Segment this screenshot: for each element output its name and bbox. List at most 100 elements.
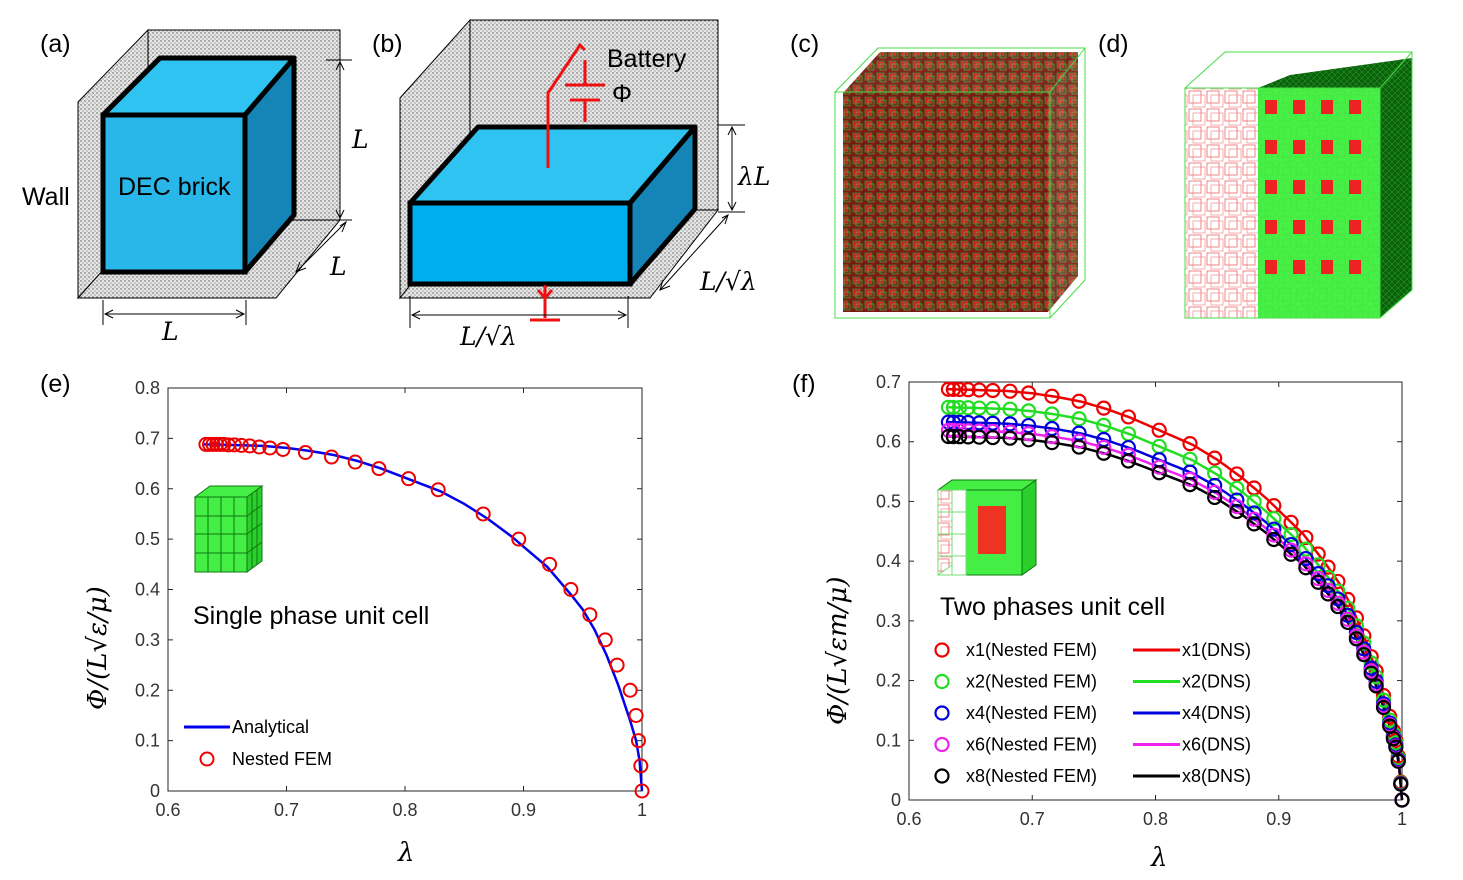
nested-fem-marker — [628, 707, 644, 723]
y-tick-label: 0.1 — [876, 730, 901, 750]
nested-fem-marker — [216, 436, 232, 452]
lattice-cube-front — [843, 93, 1048, 312]
x-tick-label: 0.9 — [1266, 809, 1291, 829]
panel-e: (e) 0.6 0.7 0.8 0.9 100.10.20.30.40.50.60.70… — [40, 370, 650, 868]
fem-marker-x2 — [1002, 401, 1018, 417]
fem-marker-x2 — [1246, 494, 1262, 510]
panel-d: (d) — [1098, 30, 1413, 319]
fem-marker-x8 — [1229, 503, 1245, 520]
nested-fem-marker — [297, 444, 313, 460]
fem-marker-x2 — [960, 400, 976, 416]
legend-nested-fem: Nested FEM — [232, 749, 332, 769]
fem-marker-x1 — [985, 382, 1001, 399]
dim-depth-b-label: L/√λ — [699, 267, 757, 296]
panel-label-e: (e) — [40, 370, 71, 398]
fem-marker-x6 — [1002, 424, 1018, 440]
dim-width-a — [102, 300, 247, 325]
nested-fem-marker — [563, 582, 579, 597]
panel-label-c: (c) — [790, 30, 819, 58]
y-tick-label: 0.7 — [876, 372, 901, 392]
fem-marker-x4 — [960, 414, 976, 431]
y-tick-label: 0.3 — [876, 611, 901, 631]
nested-fem-marker — [582, 607, 598, 623]
fem-marker-x8 — [1375, 699, 1392, 716]
phi-label: Φ — [612, 80, 632, 108]
legend-marker-nested-fem — [199, 751, 215, 767]
fem-marker-x8 — [1340, 614, 1356, 631]
legend-label: x4(Nested FEM) — [966, 703, 1097, 723]
y-tick-label: 0.7 — [135, 428, 160, 448]
y-tick-label: 0.1 — [135, 731, 160, 751]
nested-fem-marker — [609, 657, 625, 673]
fem-marker-x8 — [1390, 753, 1406, 769]
solid-cut-side — [1380, 58, 1412, 318]
lattice-cube-side — [1048, 52, 1078, 312]
fem-marker-x4 — [1020, 417, 1037, 434]
fem-marker-x4 — [1320, 578, 1336, 594]
fem-marker-x1 — [1020, 385, 1037, 401]
plot-e-ylabel: Φ/(L√ε/μ) — [83, 586, 113, 710]
nested-fem-marker — [597, 632, 613, 648]
plot-f-marks — [940, 381, 1410, 808]
solid-cut-top — [1258, 58, 1412, 88]
fem-marker-x6 — [1044, 428, 1060, 445]
bounding-box-c — [834, 47, 1086, 319]
fem-marker-x2 — [1229, 480, 1245, 496]
fem-marker-x8 — [1368, 678, 1384, 694]
red-inclusions — [1265, 100, 1361, 274]
x-tick-label: 0.8 — [392, 800, 417, 820]
fem-marker-x8 — [1071, 439, 1087, 455]
dim-height-a — [326, 59, 352, 221]
fem-marker-x8 — [1320, 586, 1336, 602]
dim-depth-a-label: L — [329, 252, 347, 281]
dim-height-b — [718, 124, 745, 213]
nested-fem-marker — [242, 438, 258, 454]
plot-f-annotation: Two phases unit cell — [940, 593, 1165, 621]
fem-marker-x8 — [1388, 739, 1404, 755]
legend-marker — [934, 673, 950, 690]
fem-marker-x6 — [1207, 484, 1223, 500]
fem-marker-x6 — [1120, 447, 1136, 463]
fem-marker-x1 — [1182, 436, 1198, 452]
nested-fem-marker — [233, 437, 249, 453]
fem-marker-x2 — [940, 399, 957, 415]
legend-label: x4(DNS) — [1182, 703, 1251, 723]
dim-depth-b — [659, 214, 729, 291]
fem-marker-x1 — [1044, 388, 1060, 404]
fem-marker-x8 — [1385, 731, 1401, 747]
legend-marker — [934, 768, 950, 784]
panel-label-d: (d) — [1098, 30, 1129, 58]
panel-a: (a) DEC brick Wall L L L — [22, 28, 369, 346]
fem-marker-x8 — [945, 428, 961, 445]
fem-marker-x4 — [940, 414, 957, 430]
panel-f: (f) 0.6 0.7 0.8 0.9 100.10.20.30.40.50.60.7 … — [792, 370, 1410, 873]
x-tick-label: 0.6 — [155, 800, 180, 820]
panel-c: (c) — [790, 30, 1086, 319]
legend-label: x1(Nested FEM) — [966, 640, 1097, 660]
plot-f-ticks: 0.6 0.7 0.8 0.9 1 0 0.1 0.2 0.3 0.4 0.5 0.6 0.7 — [876, 372, 1407, 829]
legend-label: x6(DNS) — [1182, 735, 1251, 755]
nested-fem-marker — [226, 437, 242, 453]
fem-marker-x4 — [1340, 607, 1356, 624]
fem-marker-x8 — [985, 429, 1001, 446]
y-tick-label: 0.4 — [135, 580, 160, 600]
panel-label-b: (b) — [372, 30, 403, 58]
x-tick-label: 0.7 — [1020, 809, 1045, 829]
brick-front-b — [407, 200, 633, 287]
fem-marker-x2 — [1266, 510, 1282, 527]
fem-marker-x1 — [1348, 610, 1364, 626]
nested-fem-marker — [275, 441, 291, 457]
nested-fem-marker — [401, 471, 417, 487]
fem-marker-x1 — [1002, 383, 1018, 399]
nested-fem-marker — [347, 454, 363, 470]
fem-marker-x6 — [1283, 542, 1299, 558]
plot-e-legend: Analytical Nested FEM — [184, 717, 332, 769]
fem-marker-x8 — [1330, 598, 1346, 615]
x-tick-label: 0.9 — [511, 800, 536, 820]
fem-marker-x4 — [1002, 416, 1018, 432]
solid-cut-front — [1258, 88, 1380, 318]
battery-wire — [530, 42, 605, 322]
fem-marker-x6 — [1182, 471, 1198, 487]
fem-marker-x2 — [1283, 526, 1299, 543]
fem-marker-x4 — [1229, 492, 1245, 508]
